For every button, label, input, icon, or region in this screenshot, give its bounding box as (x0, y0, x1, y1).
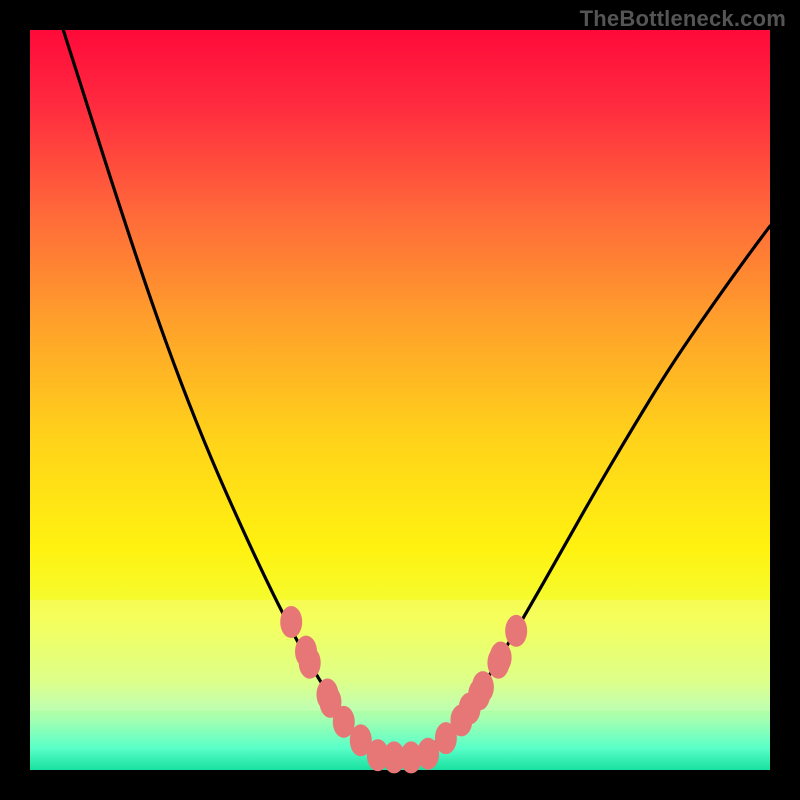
data-marker (280, 606, 302, 638)
data-marker (490, 642, 512, 674)
watermark-text: TheBottleneck.com (580, 6, 786, 32)
data-marker (472, 671, 494, 703)
data-marker (299, 647, 321, 679)
pale-band (30, 600, 770, 711)
bottleneck-chart (0, 0, 800, 800)
chart-frame: TheBottleneck.com (0, 0, 800, 800)
data-marker (505, 615, 527, 647)
